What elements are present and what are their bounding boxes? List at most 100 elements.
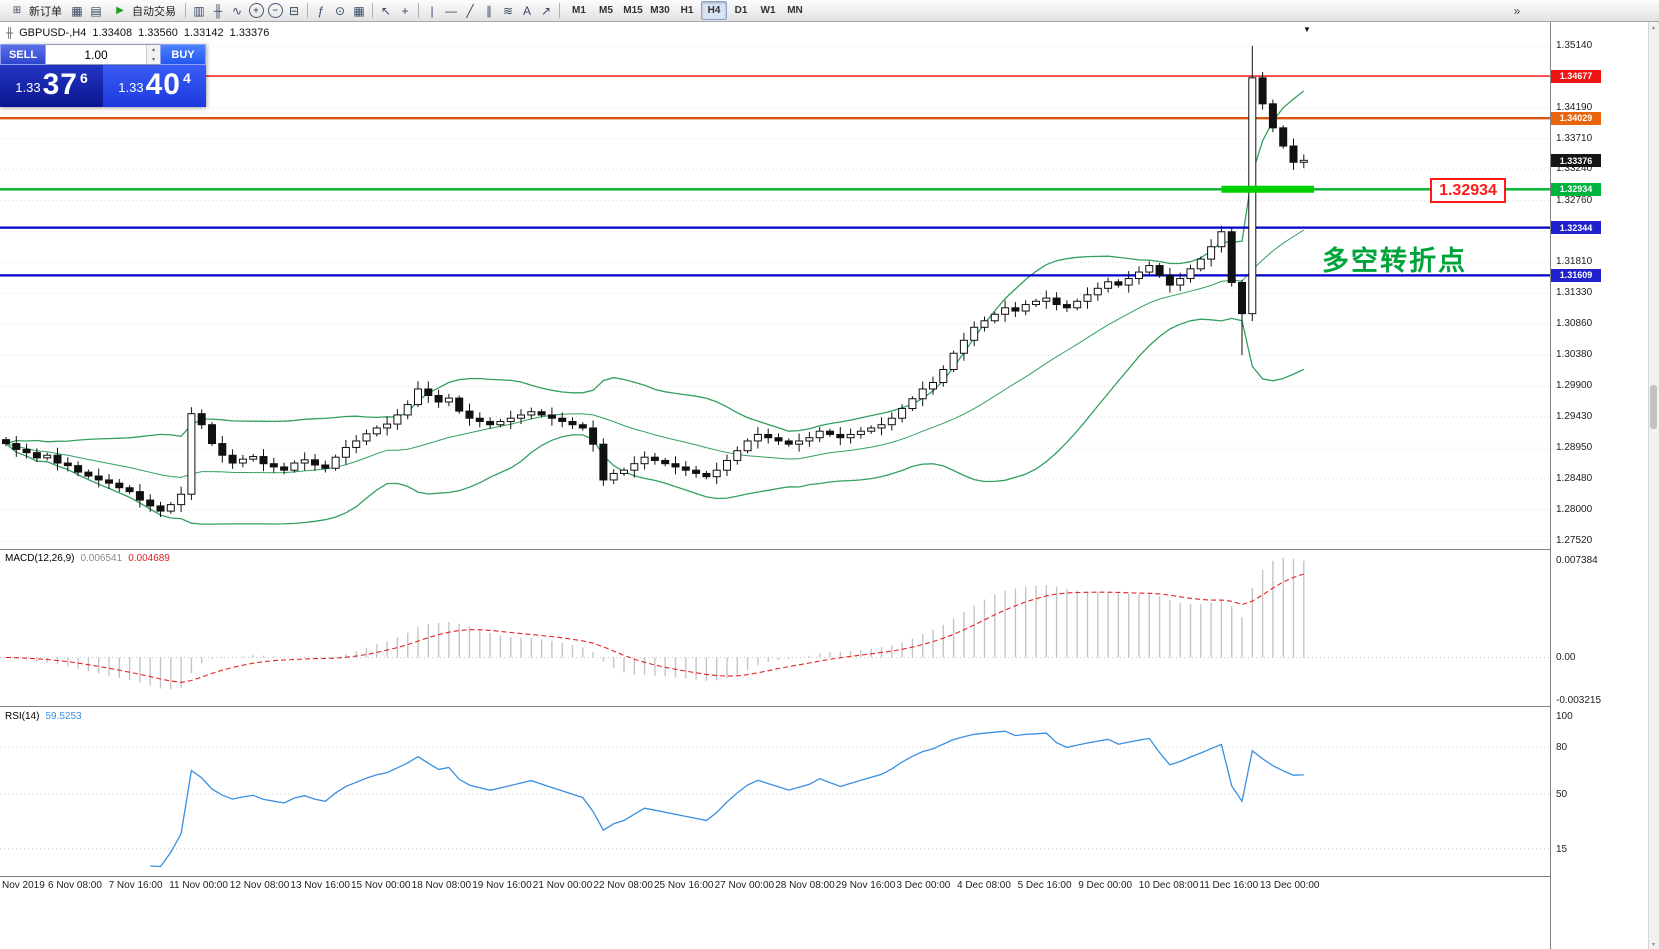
timeframe-button-h4[interactable]: H4 — [701, 1, 727, 20]
zoom-out-icon[interactable]: − — [266, 2, 284, 20]
indicators-icon[interactable]: ƒ — [317, 3, 325, 18]
sell-price-big: 37 — [42, 68, 78, 101]
scrollbar-thumb[interactable] — [1650, 385, 1657, 429]
cursor-icon[interactable]: ↖ — [380, 3, 392, 18]
scroll-up-icon[interactable]: ▴ — [1651, 24, 1655, 31]
buy-price-button[interactable]: 1.33 40 4 — [103, 65, 206, 107]
price-axis-label: 1.30380 — [1556, 349, 1593, 361]
macd-axis-label: 0.00 — [1556, 652, 1576, 663]
price-axis-label: 1.28950 — [1556, 442, 1593, 454]
price-tag: 1.32344 — [1551, 221, 1601, 235]
timeframe-button-w1[interactable]: W1 — [760, 5, 776, 16]
panel-separator[interactable] — [0, 549, 1650, 550]
new-order-button[interactable]: ⊞ 新订单 — [3, 2, 67, 20]
timeframe-button-m1[interactable]: M1 — [572, 5, 586, 16]
timeframe-group: M1 M5 M15 M30 H1 H4 D1 W1 MN — [566, 1, 808, 20]
toolbar-separator — [372, 3, 373, 18]
price-axis-label: 1.29430 — [1556, 410, 1593, 422]
time-label: 7 Nov 16:00 — [108, 880, 163, 891]
auto-trading-button[interactable]: ▶ 自动交易 — [106, 2, 181, 20]
charts-window-icon[interactable]: ▦ — [71, 3, 83, 18]
rsi-panel-canvas[interactable] — [0, 708, 1550, 876]
rsi-label: RSI(14) 59.5253 — [5, 711, 82, 722]
panel-separator[interactable] — [0, 876, 1650, 877]
rsi-axis-label: 100 — [1556, 711, 1573, 722]
volume-field[interactable]: 1.00 ▴ ▾ — [46, 44, 160, 65]
volume-down-icon[interactable]: ▾ — [147, 54, 160, 64]
price-axis-label: 1.28480 — [1556, 472, 1593, 484]
zoom-in-icon[interactable]: + — [247, 2, 265, 20]
horizontal-line-icon[interactable]: — — [445, 3, 457, 18]
chart-context-arrow-icon[interactable]: ▼ — [1303, 25, 1311, 34]
price-axis-label: 1.30860 — [1556, 318, 1593, 330]
macd-signal-line — [5, 573, 1304, 683]
volume-spinner: ▴ ▾ — [146, 45, 160, 64]
time-label: 11 Nov 00:00 — [169, 880, 228, 891]
auto-trading-play-icon: ▶ — [116, 4, 124, 16]
time-label: 5 Dec 16:00 — [1017, 880, 1072, 891]
toolbar-overflow-icon[interactable]: » — [1513, 3, 1521, 18]
price-level-callout[interactable]: 1.32934 — [1430, 178, 1506, 203]
turning-point-annotation[interactable]: 多空转折点 — [1322, 246, 1467, 276]
rsi-axis-label: 50 — [1556, 789, 1568, 800]
toolbar-separator — [185, 3, 186, 18]
ohlc-high: 1.33560 — [138, 27, 178, 39]
timeframe-button-d1[interactable]: D1 — [734, 5, 748, 16]
time-axis[interactable]: Nov 2019 6 Nov 08:00 7 Nov 16:00 11 Nov 00:… — [0, 877, 1550, 897]
window-scrollbar[interactable]: ▴ ▾ — [1648, 22, 1659, 949]
timeframe-button-m15[interactable]: M15 — [623, 5, 643, 16]
crosshair-icon[interactable]: + — [401, 3, 409, 18]
auto-trading-label: 自动交易 — [132, 5, 176, 18]
macd-histogram — [15, 557, 1305, 690]
time-label: 27 Nov 00:00 — [714, 880, 775, 891]
profiles-icon[interactable]: ▤ — [90, 3, 102, 18]
time-label: 15 Nov 00:00 — [351, 880, 411, 891]
price-axis-label: 1.31330 — [1556, 287, 1593, 299]
price-axis-label: 1.31810 — [1556, 256, 1593, 268]
buy-label-button[interactable]: BUY — [160, 44, 206, 65]
price-tag: 1.32934 — [1551, 182, 1601, 196]
line-chart-icon[interactable]: ∿ — [231, 3, 243, 18]
bollinger-bands — [5, 90, 1305, 525]
time-label: 21 Nov 00:00 — [532, 880, 593, 891]
time-label: 6 Nov 08:00 — [48, 880, 102, 891]
price-tag: 1.34677 — [1551, 69, 1601, 83]
templates-icon[interactable]: ▦ — [353, 3, 365, 18]
sell-label-button[interactable]: SELL — [0, 44, 46, 65]
scroll-down-icon[interactable]: ▾ — [1651, 941, 1655, 948]
price-axis[interactable]: 1.351401.341901.337101.332401.327601.322… — [1550, 22, 1649, 949]
new-order-icon: ⊞ — [12, 4, 22, 16]
chart-ohlc-header: ╫ GBPUSD-,H4 1.33408 1.33560 1.33142 1.3… — [6, 27, 269, 39]
timeframe-button-m5[interactable]: M5 — [599, 5, 613, 16]
horizontal-level-lines[interactable] — [0, 75, 1550, 277]
sell-price-sup: 6 — [79, 70, 88, 86]
timeframe-button-m30[interactable]: M30 — [650, 5, 670, 16]
macd-panel-canvas[interactable] — [0, 550, 1550, 706]
panel-separator[interactable] — [0, 706, 1650, 707]
volume-value[interactable]: 1.00 — [84, 47, 108, 62]
macd-name: MACD(12,26,9) — [5, 553, 75, 564]
trendline-icon[interactable]: ╱ — [466, 3, 474, 18]
tile-windows-icon[interactable]: ⊟ — [288, 3, 300, 18]
sell-price-button[interactable]: 1.33 37 6 — [0, 65, 103, 107]
new-order-label: 新订单 — [29, 5, 62, 18]
main-chart-canvas[interactable] — [0, 22, 1550, 549]
bar-chart-icon[interactable]: ▥ — [193, 3, 205, 18]
vertical-line-icon[interactable]: | — [430, 3, 434, 18]
text-tool-icon[interactable]: A — [522, 3, 531, 18]
time-label: Nov 2019 — [2, 880, 45, 891]
timeframe-button-mn[interactable]: MN — [787, 5, 803, 16]
time-label: 4 Dec 08:00 — [957, 880, 1011, 891]
time-label: 28 Nov 08:00 — [775, 880, 835, 891]
arrows-tool-icon[interactable]: ↗ — [540, 3, 552, 18]
price-tag: 1.31609 — [1551, 268, 1601, 282]
timeframe-button-h1[interactable]: H1 — [680, 5, 694, 16]
candlestick-chart-icon[interactable]: ╫ — [213, 3, 223, 18]
channel-icon[interactable]: ∥ — [486, 3, 492, 18]
fibonacci-icon[interactable]: ≋ — [502, 3, 514, 18]
buy-price-sup: 4 — [182, 70, 191, 86]
periods-icon[interactable]: ⊙ — [334, 3, 346, 18]
ohlc-close: 1.33376 — [229, 27, 270, 39]
volume-up-icon[interactable]: ▴ — [147, 45, 160, 55]
time-label: 19 Nov 16:00 — [472, 880, 532, 891]
